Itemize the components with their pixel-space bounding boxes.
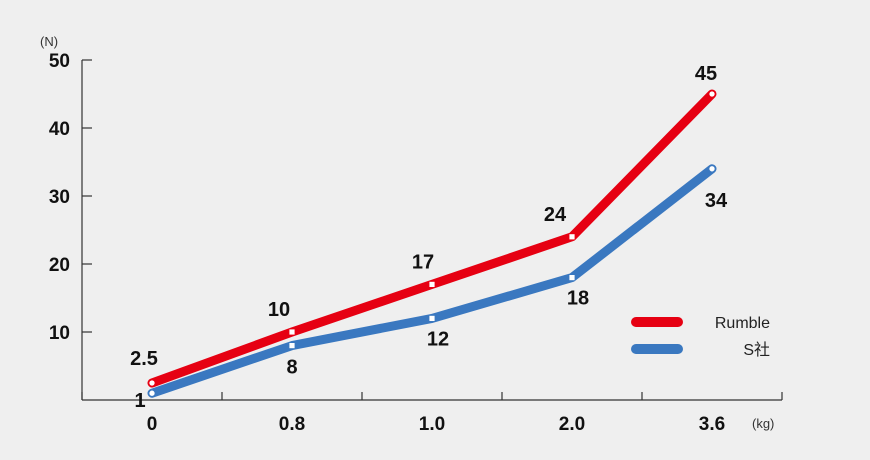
data-point [569,234,575,240]
y-axis-unit: (N) [40,34,58,49]
x-axis-ticks: 0 0.8 1.0 2.0 3.6 [147,414,726,435]
data-label: 1 [134,390,145,412]
data-label: 12 [427,328,449,350]
data-label: 2.5 [130,348,158,370]
data-point [707,164,717,173]
data-point [569,275,575,281]
y-tick-label: 50 [49,51,70,72]
y-axis-ticks: 10 20 30 40 50 [49,51,92,344]
legend: Rumble S社 [631,315,770,359]
legend-label: S社 [743,341,770,359]
y-tick-label: 30 [49,187,70,208]
data-point [147,378,157,388]
data-point [429,281,435,287]
data-label: 24 [544,204,567,226]
x-tick-label: 1.0 [419,414,445,435]
series-lines [147,89,717,398]
x-tick-label: 0.8 [279,414,305,435]
x-axis-unit: (kg) [752,416,774,431]
data-label: 10 [268,299,290,321]
data-label: 8 [286,357,297,379]
data-label: 17 [412,251,434,273]
data-label: 18 [567,288,589,310]
x-tick-label: 0 [147,414,158,435]
data-point [147,389,157,398]
y-tick-label: 20 [49,255,70,276]
data-label: 45 [695,63,717,85]
y-tick-label: 10 [49,323,70,344]
legend-label: Rumble [715,315,770,332]
y-tick-label: 40 [49,119,70,140]
data-point [429,315,435,321]
axes [81,60,783,401]
x-tick-label: 3.6 [699,414,725,435]
data-point [289,343,295,349]
x-tick-label: 2.0 [559,414,585,435]
data-point [289,329,295,335]
data-point [707,89,717,99]
data-label: 34 [705,190,728,212]
